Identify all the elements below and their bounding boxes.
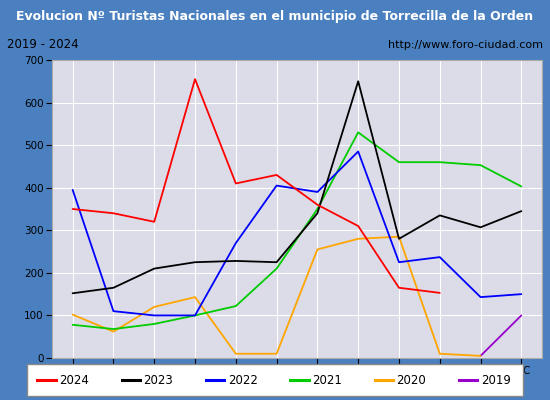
- Text: Evolucion Nº Turistas Nacionales en el municipio de Torrecilla de la Orden: Evolucion Nº Turistas Nacionales en el m…: [16, 10, 534, 23]
- FancyBboxPatch shape: [27, 364, 523, 396]
- Text: 2019: 2019: [481, 374, 510, 386]
- Text: http://www.foro-ciudad.com: http://www.foro-ciudad.com: [388, 40, 543, 50]
- Text: 2023: 2023: [144, 374, 173, 386]
- Text: 2022: 2022: [228, 374, 257, 386]
- Text: 2020: 2020: [397, 374, 426, 386]
- Text: 2021: 2021: [312, 374, 342, 386]
- Text: 2024: 2024: [59, 374, 89, 386]
- Text: 2019 - 2024: 2019 - 2024: [7, 38, 78, 51]
